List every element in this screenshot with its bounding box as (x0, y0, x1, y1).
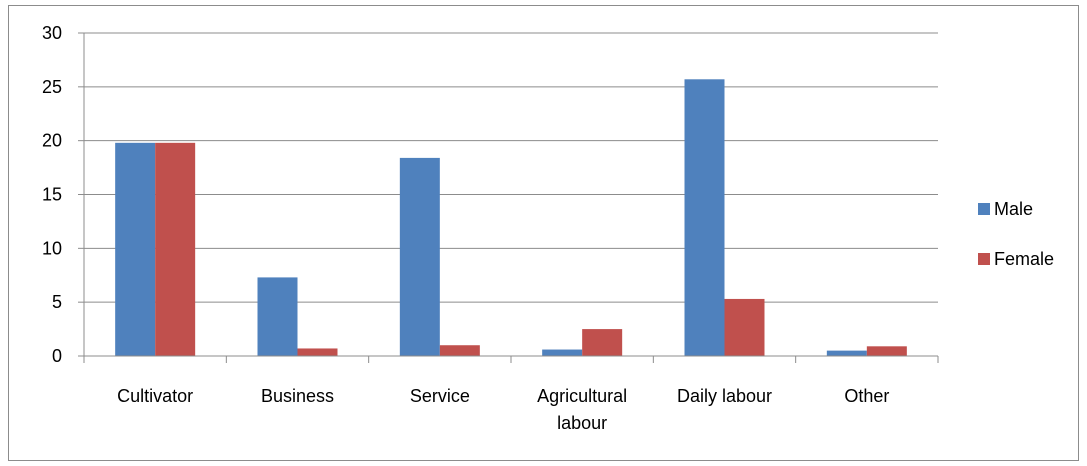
legend: Male Female (978, 199, 1054, 269)
legend-swatch-male (978, 203, 990, 215)
x-category-label: Agricultural (537, 386, 627, 406)
bar-female-3 (582, 329, 623, 356)
bar-female-5 (866, 346, 907, 356)
bar-male-3 (542, 349, 583, 356)
bar-female-2 (439, 345, 480, 356)
x-category-label: Service (410, 386, 470, 406)
y-axis-ticks: 0 5 10 15 20 25 30 (42, 23, 62, 366)
y-tick-label: 0 (52, 346, 62, 366)
legend-swatch-female (978, 253, 990, 265)
bar-male-5 (826, 350, 867, 356)
bar-male-1 (257, 277, 298, 356)
x-category-label: Other (844, 386, 889, 406)
y-tick-label: 30 (42, 23, 62, 43)
x-category-label: Daily labour (677, 386, 772, 406)
bars (115, 79, 907, 357)
y-tick-label: 25 (42, 77, 62, 97)
bar-male-4 (684, 79, 725, 357)
y-tick-label: 20 (42, 131, 62, 151)
x-category-label: Business (261, 386, 334, 406)
legend-label-male: Male (994, 199, 1033, 219)
y-tick-label: 10 (42, 238, 62, 258)
bar-male-2 (399, 157, 440, 356)
y-tick-label: 5 (52, 292, 62, 312)
bar-female-0 (155, 142, 196, 356)
x-category-label: Cultivator (117, 386, 193, 406)
gridlines (84, 32, 938, 303)
legend-label-female: Female (994, 249, 1054, 269)
bar-male-0 (115, 142, 156, 356)
axes (78, 32, 939, 363)
y-tick-label: 15 (42, 185, 62, 205)
bar-female-1 (297, 348, 338, 356)
bar-female-4 (724, 298, 765, 356)
x-axis-categories: Cultivator Business Service Agricultural lab… (117, 386, 889, 433)
x-category-label: labour (557, 413, 607, 433)
